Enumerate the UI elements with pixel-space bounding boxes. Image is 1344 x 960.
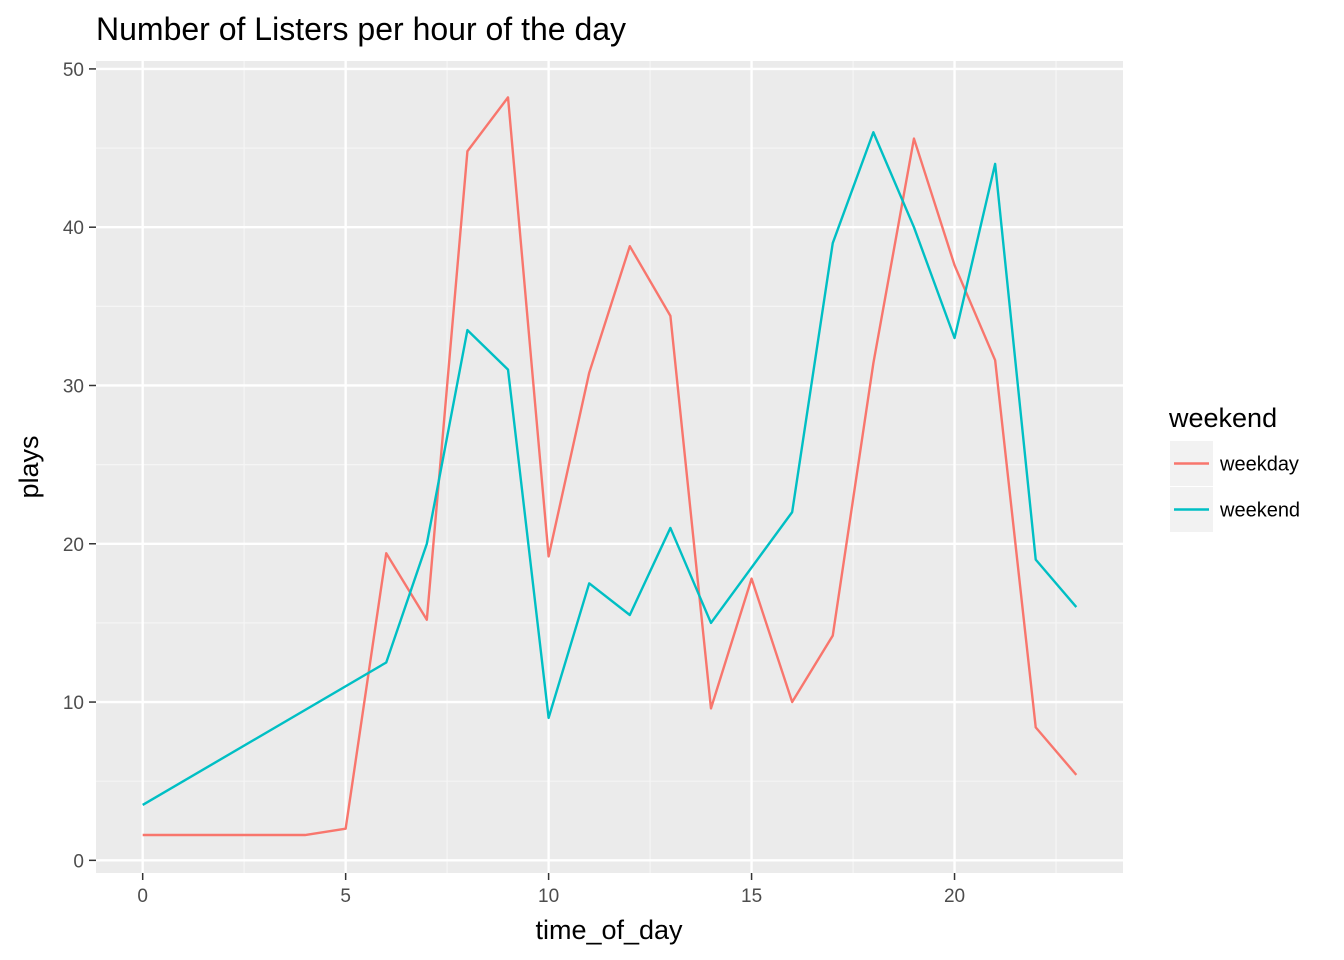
series-line-weekend [142,131,1078,806]
legend: weekend weekday weekend [1168,403,1300,532]
major-gridlines [96,61,1123,873]
x-axis-title: time_of_day [535,915,683,945]
y-tick-label: 20 [63,535,84,556]
y-tick-label: 30 [63,376,84,397]
x-axis: 0 5 10 15 20 [137,873,965,907]
plot-panel [96,61,1123,873]
y-tick-label: 10 [63,693,84,714]
y-axis-title: plays [14,435,44,498]
x-tick-label: 0 [137,886,148,907]
x-tick-label: 10 [538,886,559,907]
series-lines [142,96,1078,837]
x-tick-label: 5 [340,886,351,907]
x-tick-label: 20 [944,886,965,907]
legend-title: weekend [1168,403,1277,433]
legend-label-weekday: weekday [1219,454,1299,476]
y-tick-label: 0 [73,851,84,872]
legend-label-weekend: weekend [1219,500,1300,522]
y-tick-label: 50 [63,60,84,81]
series-line-weekday [142,96,1078,837]
y-tick-label: 40 [63,218,84,239]
x-tick-label: 15 [741,886,762,907]
legend-items: weekday weekend [1170,441,1300,532]
chart-title: Number of Listers per hour of the day [96,11,626,47]
y-axis: 0 10 20 30 40 50 [63,60,96,872]
